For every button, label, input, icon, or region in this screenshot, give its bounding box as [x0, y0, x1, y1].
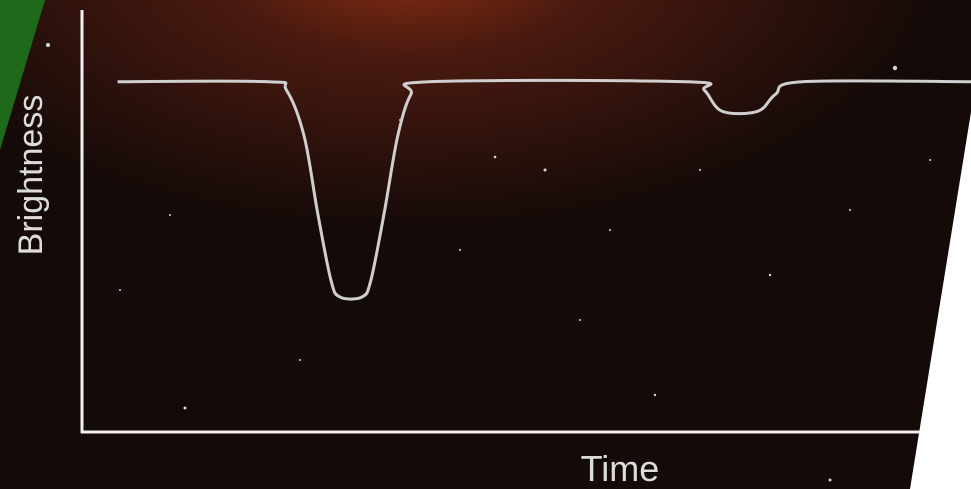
background [0, 0, 971, 489]
chart: Brightness Time [0, 0, 971, 489]
page: {"chart_data": {"type": "line", "y_label… [0, 0, 971, 489]
y-axis-label: Brightness [12, 95, 50, 256]
x-axis-label: Time [581, 448, 660, 489]
